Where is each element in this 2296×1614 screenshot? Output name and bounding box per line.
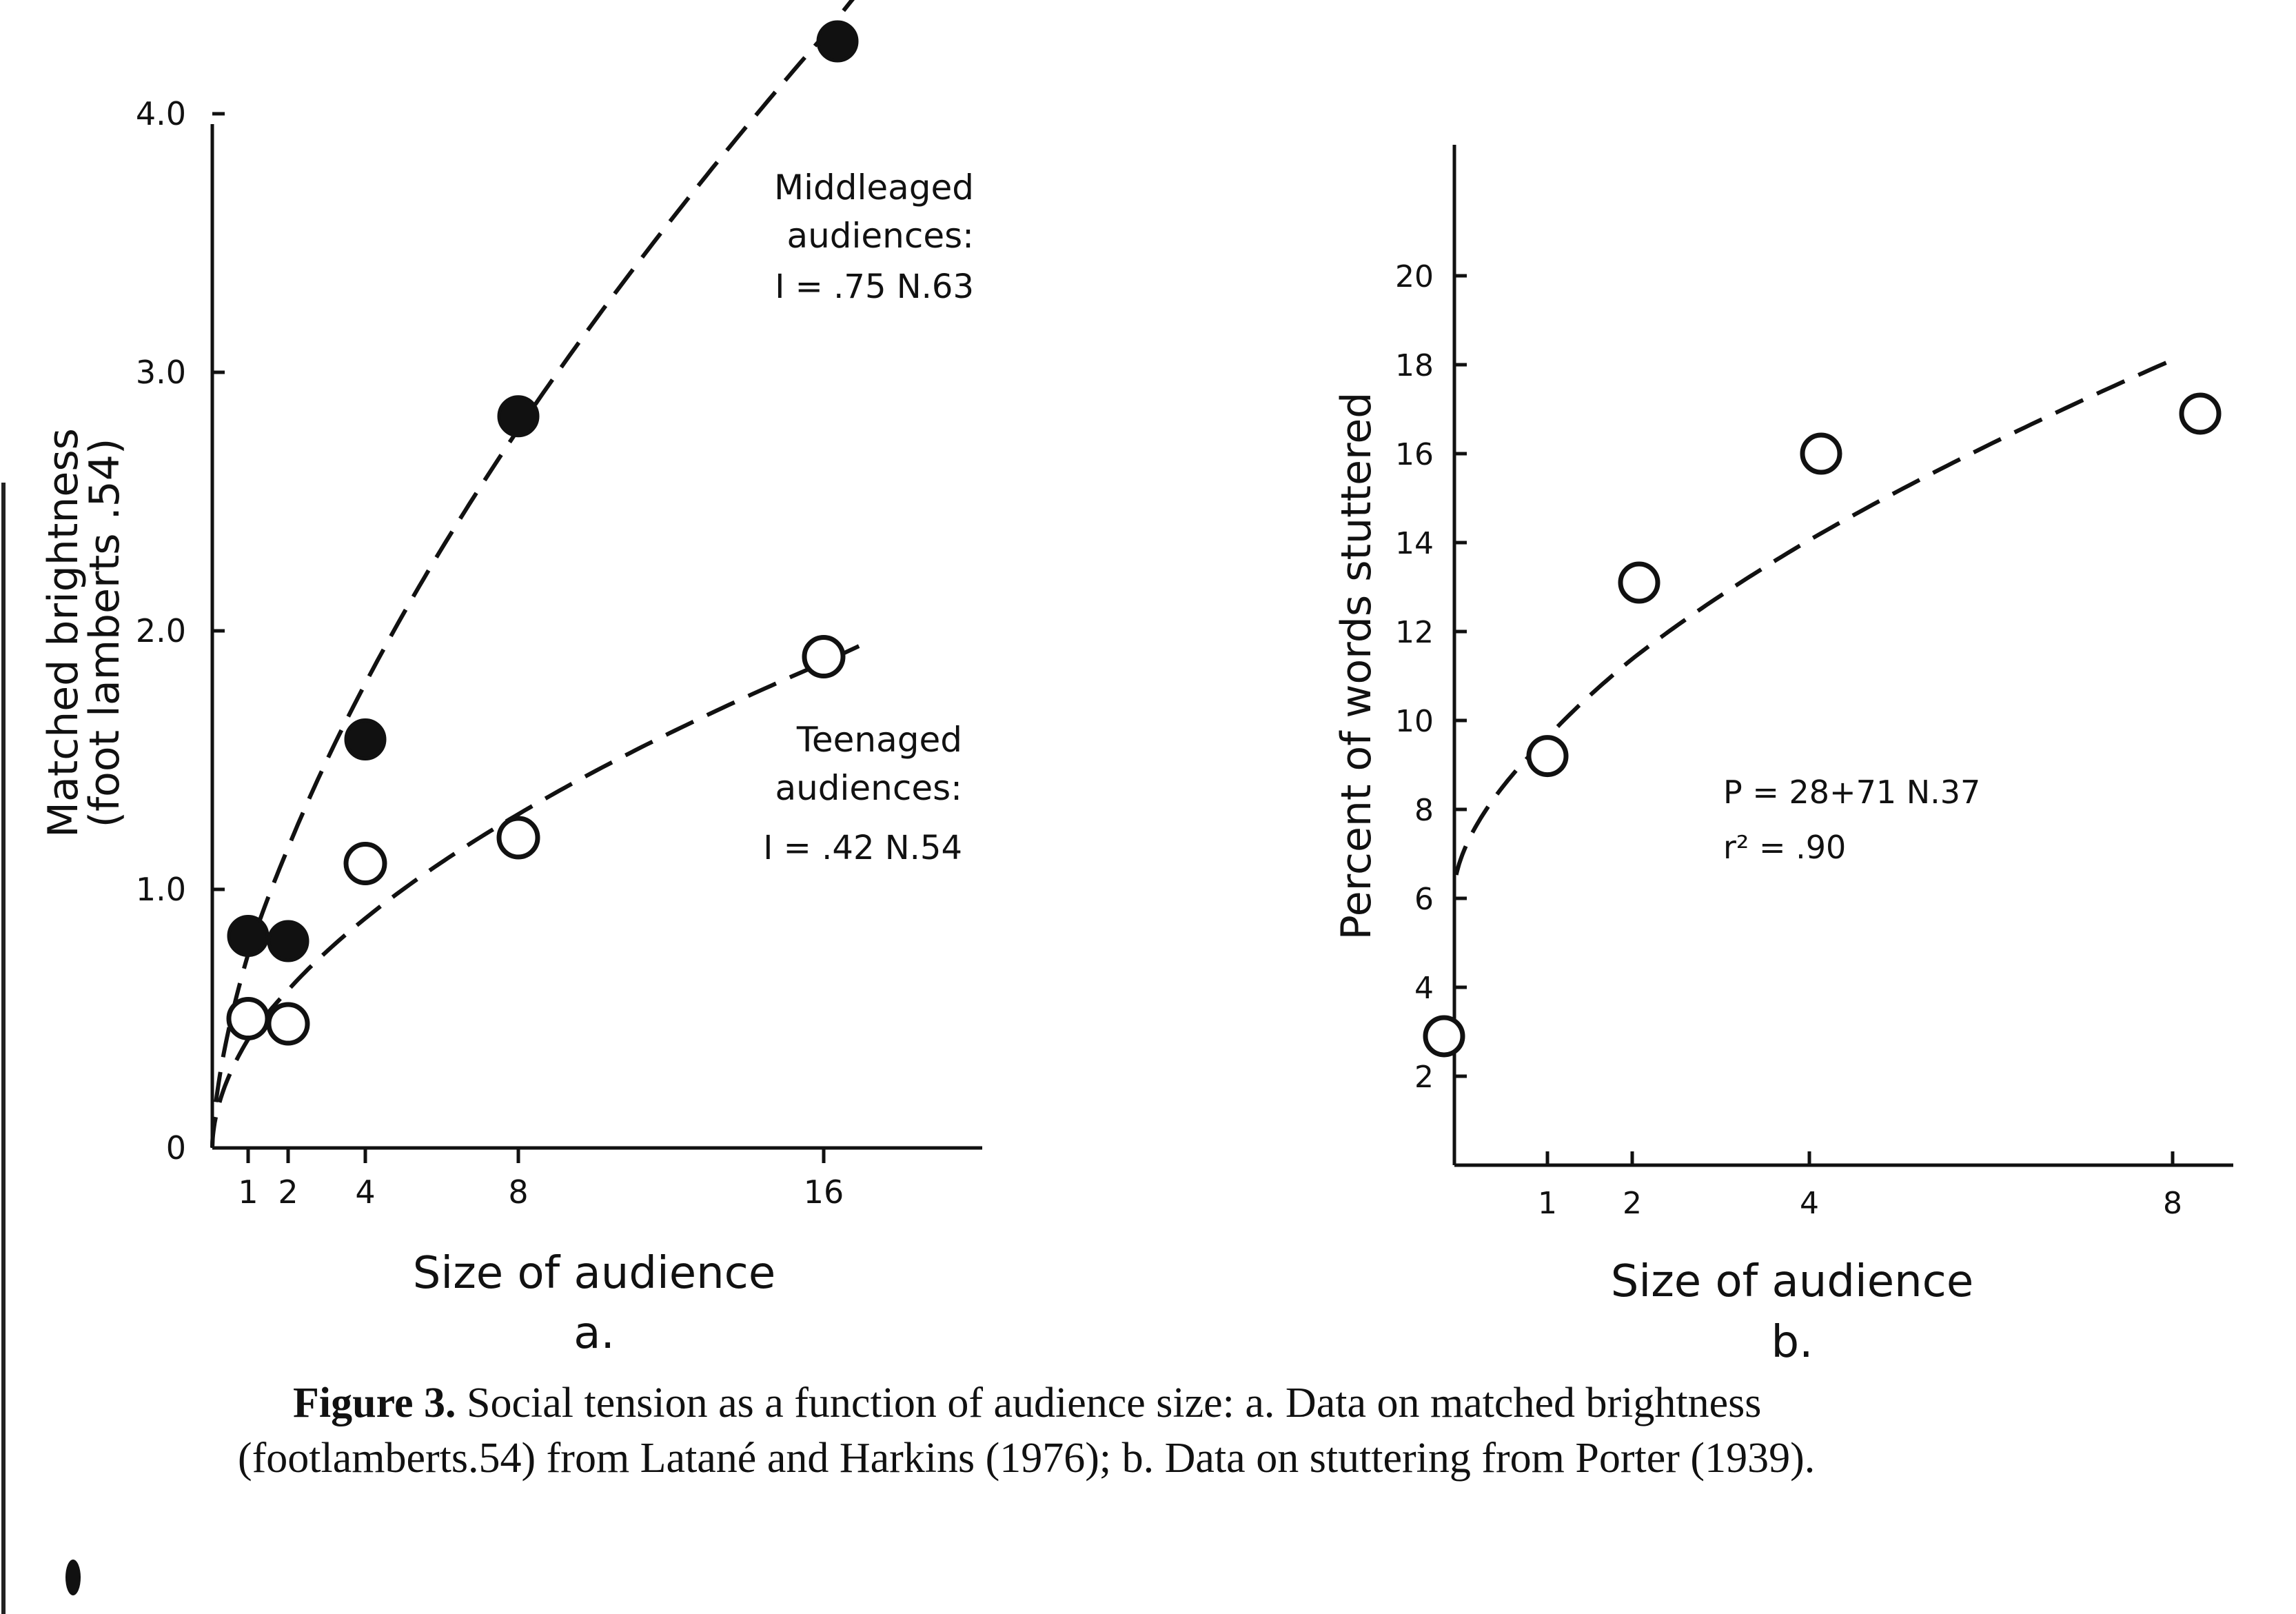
- panel-a-y-tick-label: 2.0: [136, 612, 186, 649]
- panel-b-y-tick-label: 10: [1395, 704, 1434, 739]
- figure-caption-text: Social tension as a function of audience…: [238, 1380, 1816, 1482]
- middleaged-data-point: [497, 395, 540, 438]
- panel-a-y-tick-label: 4.0: [136, 95, 186, 132]
- panel-b-y-tick-label: 12: [1395, 615, 1434, 650]
- panel-a-y-tick-label: 3.0: [136, 354, 186, 391]
- panel-b-data-point: [1526, 735, 1569, 778]
- panel-b-data-point: [2179, 392, 2222, 435]
- teenaged-data-point: [266, 1002, 310, 1046]
- panel-a-panel-label: a.: [573, 1308, 615, 1359]
- panel-b-r-squared: r² = .90: [1723, 829, 1846, 866]
- panel-b-y-tick-label: 4: [1414, 971, 1434, 1006]
- teenaged-data-point: [226, 997, 270, 1040]
- panel-b-x-tick-label: 8: [2163, 1186, 2182, 1221]
- panel-a-fit-curves: [210, 0, 870, 1148]
- panel-a-x-tick-label: 1: [238, 1173, 258, 1211]
- panel-b-data-point: [1423, 1015, 1465, 1058]
- panel-b-panel-label: b.: [1771, 1317, 1814, 1368]
- middleaged-data-point: [816, 20, 859, 63]
- panel-a-x-tick-label: 8: [508, 1173, 528, 1211]
- panel-b-data-point: [1618, 561, 1660, 604]
- panel-a-axes: [210, 112, 982, 1163]
- panel-b-y-tick-label: 6: [1414, 882, 1434, 917]
- teenaged-data-point: [802, 635, 846, 678]
- middleaged-data-point: [267, 920, 309, 962]
- panel-b-y-tick-label: 8: [1414, 793, 1434, 828]
- panel-b-formula: P = 28+71 N.37: [1723, 774, 1980, 811]
- panel-a-x-tick-label: 16: [804, 1173, 844, 1211]
- panel-a-y-axis-label: Matched brightness: [39, 428, 88, 838]
- panel-b-axes: [1452, 145, 2233, 1167]
- middleaged-data-point: [344, 718, 387, 760]
- panel-a-x-tick-label: 4: [355, 1173, 375, 1211]
- panel-b-y-tick-label: 18: [1395, 348, 1434, 383]
- figure-caption-lead: Figure 3.: [293, 1380, 456, 1426]
- panel-b-y-tick-label: 2: [1414, 1060, 1434, 1095]
- panel-b-y-axis-label: Percent of words stuttered: [1332, 392, 1381, 940]
- panel-b-data-point: [1800, 432, 1842, 475]
- panel-b-y-tick-label: 16: [1395, 437, 1434, 472]
- panel-a-x-tick-label: 2: [278, 1173, 298, 1211]
- panel-b-x-tick-label: 1: [1538, 1186, 1557, 1221]
- panel-a-y-axis-label-units: (foot lamberts .54): [81, 438, 129, 828]
- panel-a-y-tick-label: 1.0: [136, 871, 186, 908]
- panel-a-data-points: [226, 20, 859, 1046]
- middleaged-series-label-line2: audiences:: [786, 216, 974, 256]
- middleaged-series-label: Middleaged: [774, 168, 974, 208]
- middleaged-data-point: [227, 915, 270, 957]
- middleaged-formula: I = .75 N.63: [775, 268, 974, 306]
- teenaged-formula: I = .42 N.54: [763, 829, 962, 867]
- panel-a-y-tick-label: 0: [166, 1129, 186, 1167]
- panel-b-fit-curve: [1454, 355, 2179, 876]
- middleaged-fit-curve: [210, 0, 855, 1148]
- teenaged-series-label-line2: audiences:: [775, 768, 962, 808]
- teenaged-fit-curve: [210, 640, 870, 1148]
- panel-b-data-points: [1423, 392, 2222, 1058]
- panel-a-tick-labels: 0 1.0 2.0 3.0 4.0 1 2 4 8 16: [136, 95, 844, 1211]
- panel-b-x-tick-label: 4: [1800, 1186, 1819, 1221]
- teenaged-data-point: [343, 842, 387, 885]
- panel-b-fit-curve-line: [1454, 355, 2179, 876]
- panel-b-x-axis-label: Size of audience: [1611, 1256, 1973, 1307]
- panel-b-y-tick-label: 20: [1395, 259, 1434, 294]
- figure-caption: Figure 3. Social tension as a function o…: [238, 1375, 2002, 1486]
- ink-blot: [65, 1560, 81, 1595]
- teenaged-series-label: Teenaged: [796, 720, 962, 760]
- panel-b-x-tick-label: 2: [1623, 1186, 1642, 1221]
- teenaged-data-point: [496, 816, 540, 860]
- panel-a-x-axis-label: Size of audience: [413, 1248, 775, 1299]
- scan-margin-edge: [1, 483, 6, 1614]
- chart-panel-a: 01.02.03.04.01 2 4 8 16 Size of audience a. …: [39, 0, 982, 1359]
- panel-b-y-tick-label: 14: [1395, 526, 1434, 561]
